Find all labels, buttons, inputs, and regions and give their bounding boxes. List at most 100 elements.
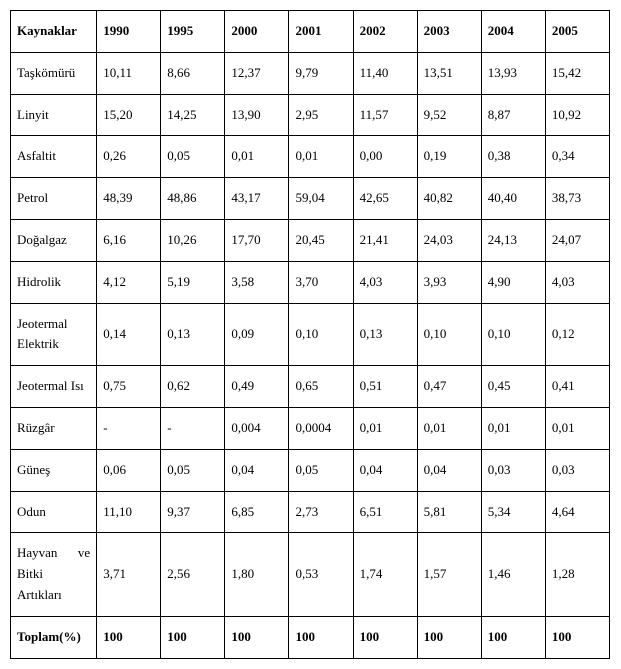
cell: 0,05: [289, 449, 353, 491]
row-label: Toplam(%): [11, 616, 97, 658]
cell: 14,25: [161, 94, 225, 136]
col-header: 2002: [353, 11, 417, 53]
cell: 8,66: [161, 52, 225, 94]
cell: 100: [545, 616, 609, 658]
cell: 0,03: [545, 449, 609, 491]
cell: 4,64: [545, 491, 609, 533]
cell: 48,86: [161, 178, 225, 220]
cell: 0,49: [225, 366, 289, 408]
cell: -: [97, 407, 161, 449]
cell: 15,42: [545, 52, 609, 94]
cell: 100: [225, 616, 289, 658]
cell: 0,10: [481, 303, 545, 366]
row-label: Jeotermal Elektrik: [11, 303, 97, 366]
cell: 10,11: [97, 52, 161, 94]
cell: 3,70: [289, 261, 353, 303]
cell: 0,05: [161, 136, 225, 178]
cell: 100: [353, 616, 417, 658]
cell: 42,65: [353, 178, 417, 220]
cell: 100: [97, 616, 161, 658]
row-label: Hayvan ve Bitki Artıkları: [11, 533, 97, 616]
table-total-row: Toplam(%) 100 100 100 100 100 100 100 10…: [11, 616, 610, 658]
cell: 0,14: [97, 303, 161, 366]
cell: 4,03: [545, 261, 609, 303]
cell: 15,20: [97, 94, 161, 136]
cell: 5,34: [481, 491, 545, 533]
cell: 0,75: [97, 366, 161, 408]
cell: 2,95: [289, 94, 353, 136]
cell: 0,53: [289, 533, 353, 616]
cell: 0,01: [545, 407, 609, 449]
cell: 17,70: [225, 219, 289, 261]
cell: 2,73: [289, 491, 353, 533]
cell: 0,38: [481, 136, 545, 178]
table-row: Jeotermal Isı 0,75 0,62 0,49 0,65 0,51 0…: [11, 366, 610, 408]
cell: 0,10: [289, 303, 353, 366]
col-header: 2005: [545, 11, 609, 53]
cell: 40,82: [417, 178, 481, 220]
cell: 0,00: [353, 136, 417, 178]
cell: 43,17: [225, 178, 289, 220]
cell: 0,45: [481, 366, 545, 408]
row-label: Asfaltit: [11, 136, 97, 178]
cell: 11,10: [97, 491, 161, 533]
cell: 24,07: [545, 219, 609, 261]
cell: 0,01: [353, 407, 417, 449]
cell: 0,34: [545, 136, 609, 178]
row-label: Odun: [11, 491, 97, 533]
table-header-row: Kaynaklar 1990 1995 2000 2001 2002 2003 …: [11, 11, 610, 53]
table-body: Kaynaklar 1990 1995 2000 2001 2002 2003 …: [11, 11, 610, 659]
cell: 0,41: [545, 366, 609, 408]
cell: 59,04: [289, 178, 353, 220]
row-label: Jeotermal Isı: [11, 366, 97, 408]
cell: 20,45: [289, 219, 353, 261]
cell: 0,004: [225, 407, 289, 449]
cell: 12,37: [225, 52, 289, 94]
cell: 24,13: [481, 219, 545, 261]
cell: 13,93: [481, 52, 545, 94]
row-label: Taşkömürü: [11, 52, 97, 94]
cell: 0,04: [353, 449, 417, 491]
cell: 2,56: [161, 533, 225, 616]
cell: 4,90: [481, 261, 545, 303]
cell: 1,28: [545, 533, 609, 616]
cell: 1,74: [353, 533, 417, 616]
col-header: 1995: [161, 11, 225, 53]
cell: 40,40: [481, 178, 545, 220]
col-header: Kaynaklar: [11, 11, 97, 53]
cell: 0,01: [289, 136, 353, 178]
table-row: Hayvan ve Bitki Artıkları 3,71 2,56 1,80…: [11, 533, 610, 616]
table-row: Rüzgâr - - 0,004 0,0004 0,01 0,01 0,01 0…: [11, 407, 610, 449]
cell: 0,01: [225, 136, 289, 178]
cell: 3,58: [225, 261, 289, 303]
data-table: Kaynaklar 1990 1995 2000 2001 2002 2003 …: [10, 10, 610, 659]
cell: 38,73: [545, 178, 609, 220]
cell: 24,03: [417, 219, 481, 261]
cell: 10,92: [545, 94, 609, 136]
cell: 5,81: [417, 491, 481, 533]
cell: 11,40: [353, 52, 417, 94]
table-row: Odun 11,10 9,37 6,85 2,73 6,51 5,81 5,34…: [11, 491, 610, 533]
col-header: 2000: [225, 11, 289, 53]
row-label: Petrol: [11, 178, 97, 220]
cell: 0,19: [417, 136, 481, 178]
cell: 0,10: [417, 303, 481, 366]
cell: 0,03: [481, 449, 545, 491]
cell: 13,90: [225, 94, 289, 136]
cell: 0,01: [417, 407, 481, 449]
cell: 0,06: [97, 449, 161, 491]
col-header: 2001: [289, 11, 353, 53]
cell: 6,16: [97, 219, 161, 261]
cell: 0,05: [161, 449, 225, 491]
cell: 0,04: [417, 449, 481, 491]
table-row: Jeotermal Elektrik 0,14 0,13 0,09 0,10 0…: [11, 303, 610, 366]
cell: 9,52: [417, 94, 481, 136]
cell: 5,19: [161, 261, 225, 303]
row-label: Doğalgaz: [11, 219, 97, 261]
cell: 0,47: [417, 366, 481, 408]
cell: 9,79: [289, 52, 353, 94]
cell: 0,26: [97, 136, 161, 178]
cell: 0,13: [353, 303, 417, 366]
table-row: Doğalgaz 6,16 10,26 17,70 20,45 21,41 24…: [11, 219, 610, 261]
table-row: Linyit 15,20 14,25 13,90 2,95 11,57 9,52…: [11, 94, 610, 136]
